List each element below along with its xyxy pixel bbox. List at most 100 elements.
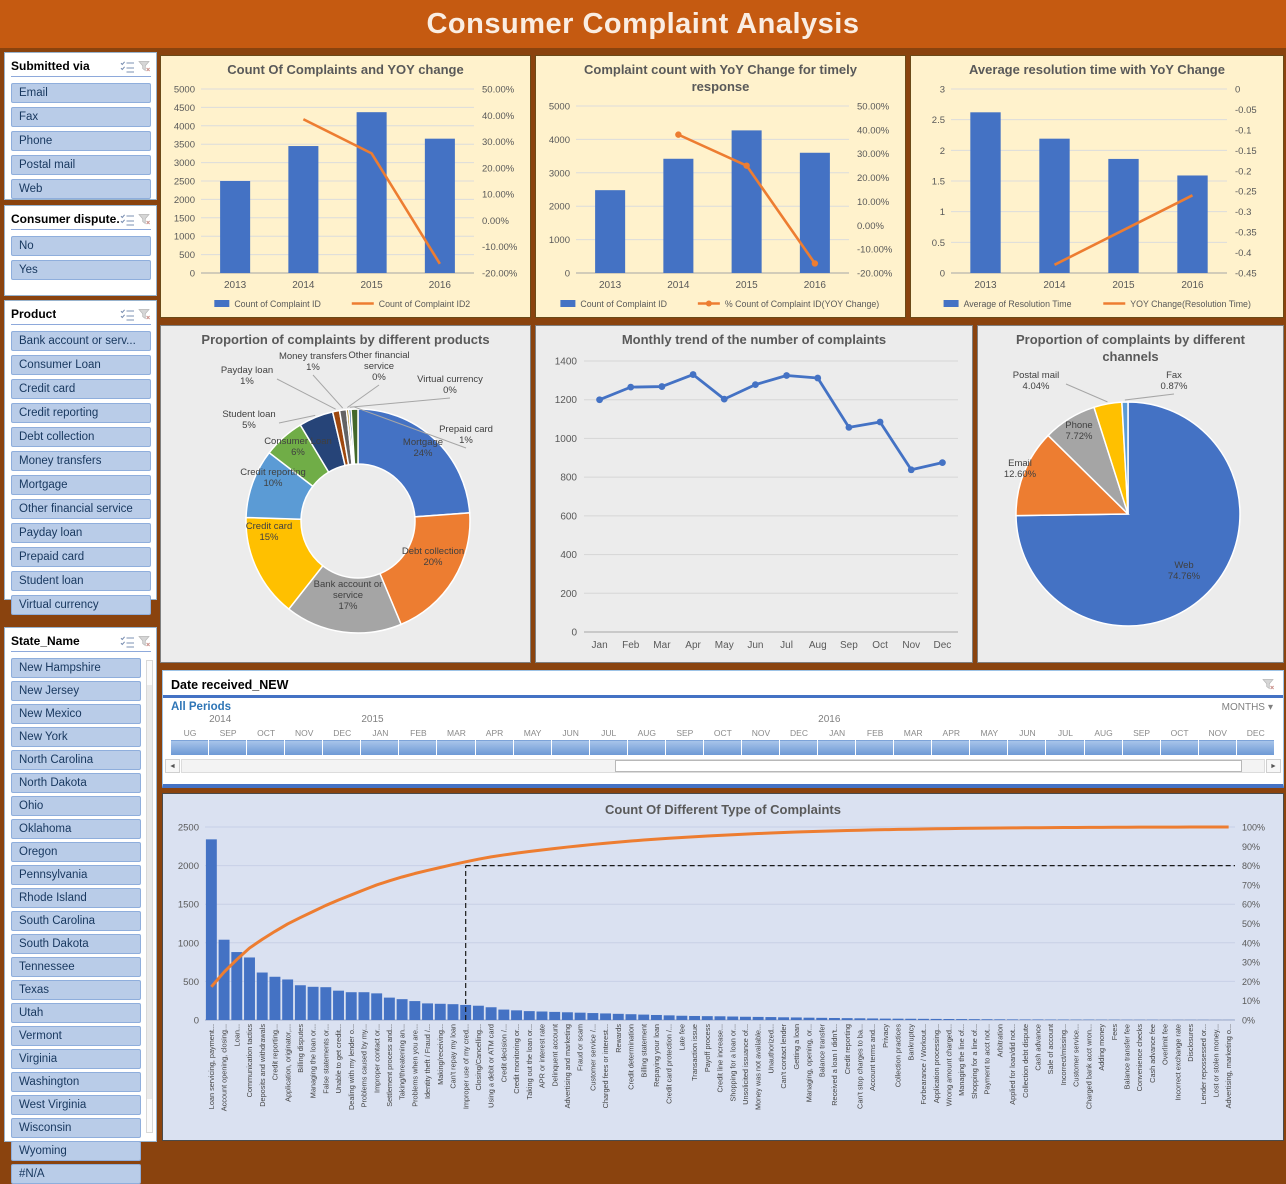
timeline-month-cell[interactable] (856, 740, 893, 755)
slicer-item-other-financial-service[interactable]: Other financial service (11, 499, 151, 519)
slicer-item-credit-card[interactable]: Credit card (11, 379, 151, 399)
timeline-month-cell[interactable] (209, 740, 246, 755)
slicer-item-utah[interactable]: Utah (11, 1003, 141, 1023)
slicer-item-south-carolina[interactable]: South Carolina (11, 911, 141, 931)
slicer-item-new-mexico[interactable]: New Mexico (11, 704, 141, 724)
slicer-item-west-virginia[interactable]: West Virginia (11, 1095, 141, 1115)
slicer-item-fax[interactable]: Fax (11, 107, 151, 127)
slicer-item-debt-collection[interactable]: Debt collection (11, 427, 151, 447)
multi-select-icon[interactable] (120, 308, 135, 321)
timeline-scrollbar[interactable]: ◄ ► (165, 758, 1281, 774)
svg-text:-0.3: -0.3 (1235, 207, 1251, 218)
timeline-month-cell[interactable] (590, 740, 627, 755)
svg-text:Bankruptcy: Bankruptcy (906, 1024, 915, 1061)
timeline-month-cell[interactable] (476, 740, 513, 755)
slicer-item-payday-loan[interactable]: Payday loan (11, 523, 151, 543)
slicer-item-phone[interactable]: Phone (11, 131, 151, 151)
timeline-month-cell[interactable] (171, 740, 208, 755)
slicer-item-money-transfers[interactable]: Money transfers (11, 451, 151, 471)
slicer-item-student-loan[interactable]: Student loan (11, 571, 151, 591)
slicer-item-mortgage[interactable]: Mortgage (11, 475, 151, 495)
slicer-item-new-york[interactable]: New York (11, 727, 141, 747)
slicer-item-wyoming[interactable]: Wyoming (11, 1141, 141, 1161)
slicer-item-no[interactable]: No (11, 236, 151, 256)
multi-select-icon[interactable] (120, 635, 135, 648)
slicer-item-n-a[interactable]: #N/A (11, 1164, 141, 1184)
slicer-item-north-carolina[interactable]: North Carolina (11, 750, 141, 770)
slicer-item-new-hampshire[interactable]: New Hampshire (11, 658, 141, 678)
timeline-month-cell[interactable] (1123, 740, 1160, 755)
slicer-item-washington[interactable]: Washington (11, 1072, 141, 1092)
clear-filter-icon[interactable] (138, 635, 151, 648)
slicer-item-north-dakota[interactable]: North Dakota (11, 773, 141, 793)
slicer-item-postal-mail[interactable]: Postal mail (11, 155, 151, 175)
timeline-month-cell[interactable] (742, 740, 779, 755)
clear-filter-icon[interactable] (138, 60, 151, 73)
timeline-month-cell[interactable] (628, 740, 665, 755)
timeline-month-cell[interactable] (323, 740, 360, 755)
slicer-item-oregon[interactable]: Oregon (11, 842, 141, 862)
slicer-item-yes[interactable]: Yes (11, 260, 151, 280)
timeline-month-label: JUN (1008, 728, 1046, 738)
slicer-item-ohio[interactable]: Ohio (11, 796, 141, 816)
slicer-item-tennessee[interactable]: Tennessee (11, 957, 141, 977)
timeline-month-cell[interactable] (1085, 740, 1122, 755)
slicer-item-pennsylvania[interactable]: Pennsylvania (11, 865, 141, 885)
slicer-item-texas[interactable]: Texas (11, 980, 141, 1000)
timeline-month-cell[interactable] (932, 740, 969, 755)
clear-filter-icon[interactable] (138, 213, 151, 226)
slicer-item-web[interactable]: Web (11, 179, 151, 199)
timeline-month-cell[interactable] (780, 740, 817, 755)
timeline-month-cell[interactable] (1199, 740, 1236, 755)
timeline-month-cell[interactable] (970, 740, 1007, 755)
slicer-item-wisconsin[interactable]: Wisconsin (11, 1118, 141, 1138)
timeline-month-cell[interactable] (399, 740, 436, 755)
timeline-scroll-thumb[interactable] (615, 760, 1243, 772)
timeline-year-label: 2015 (361, 714, 383, 725)
timeline-month-cell[interactable] (1008, 740, 1045, 755)
slicer-item-virtual-currency[interactable]: Virtual currency (11, 595, 151, 615)
state-scrollbar[interactable] (146, 660, 153, 1133)
slicer-item-oklahoma[interactable]: Oklahoma (11, 819, 141, 839)
state-scrollbar-thumb[interactable] (147, 685, 152, 1099)
slicer-item-bank-account-or-serv[interactable]: Bank account or serv... (11, 331, 151, 351)
chevron-down-icon: ▾ (1268, 702, 1273, 713)
timeline-month-cell[interactable] (514, 740, 551, 755)
multi-select-icon[interactable] (120, 213, 135, 226)
timeline-month-cell[interactable] (894, 740, 931, 755)
timeline-month-cell[interactable] (285, 740, 322, 755)
slicer-item-prepaid-card[interactable]: Prepaid card (11, 547, 151, 567)
scroll-left-arrow-icon[interactable]: ◄ (165, 759, 180, 773)
timeline-month-cell[interactable] (361, 740, 398, 755)
timeline-month-cell[interactable] (1161, 740, 1198, 755)
slicer-item-consumer-loan[interactable]: Consumer Loan (11, 355, 151, 375)
timeline-month-cell[interactable] (704, 740, 741, 755)
timeline-month-cell[interactable] (552, 740, 589, 755)
slicer-item-south-dakota[interactable]: South Dakota (11, 934, 141, 954)
timeline-month-cell[interactable] (247, 740, 284, 755)
slicer-item-new-jersey[interactable]: New Jersey (11, 681, 141, 701)
svg-text:1.5: 1.5 (932, 176, 945, 187)
scroll-right-arrow-icon[interactable]: ► (1266, 759, 1281, 773)
multi-select-icon[interactable] (120, 60, 135, 73)
timeline-month-cell[interactable] (818, 740, 855, 755)
timeline-month-cell[interactable] (437, 740, 474, 755)
timeline-month-cell[interactable] (1046, 740, 1083, 755)
svg-text:40.00%: 40.00% (482, 111, 515, 122)
slicer-item-virginia[interactable]: Virginia (11, 1049, 141, 1069)
svg-text:Taking out the loan or...: Taking out the loan or... (525, 1024, 534, 1099)
svg-text:Money was not available...: Money was not available... (754, 1024, 763, 1110)
timeline-scroll-track[interactable] (181, 759, 1265, 773)
slicer-item-rhode-island[interactable]: Rhode Island (11, 888, 141, 908)
slicer-item-email[interactable]: Email (11, 83, 151, 103)
timeline-month-cell[interactable] (666, 740, 703, 755)
timeline-level-dropdown[interactable]: MONTHS ▾ (1222, 702, 1273, 713)
slicer-item-vermont[interactable]: Vermont (11, 1026, 141, 1046)
clear-filter-icon[interactable] (138, 308, 151, 321)
clear-filter-icon[interactable] (1262, 678, 1275, 691)
slicer-item-credit-reporting[interactable]: Credit reporting (11, 403, 151, 423)
timeline-month-cell[interactable] (1237, 740, 1274, 755)
svg-text:Charged bank acct wron...: Charged bank acct wron... (1084, 1024, 1093, 1109)
